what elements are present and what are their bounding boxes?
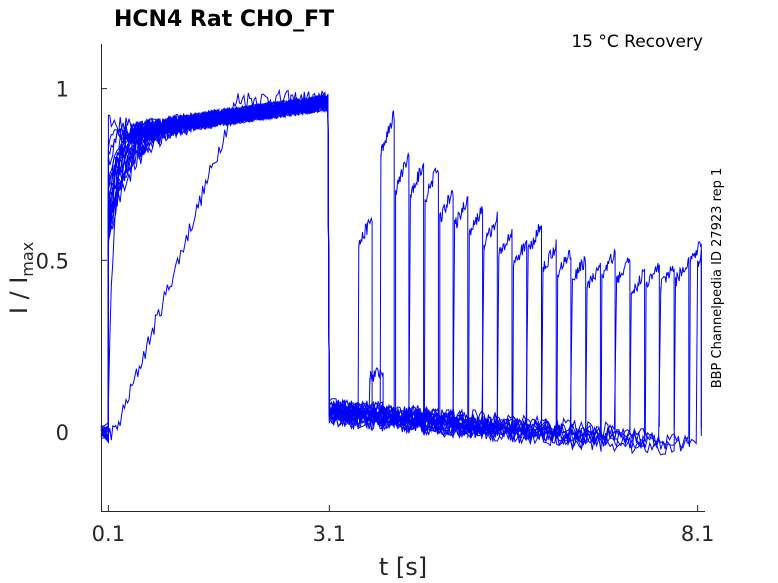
trace-line [100,95,542,445]
y-axis-label-sub: max [18,242,37,277]
x-tick-label: 0.1 [92,522,125,546]
y-tick-label: 0.5 [36,249,69,273]
trace-line [100,94,439,443]
y-tick-label: 0 [56,421,69,445]
svg-text:I / Imax: I / Imax [5,242,37,314]
tick-group: 0.1 3.1 8.1 0 0.5 1 [36,78,715,546]
trace-line [100,94,572,444]
trace-line [100,98,469,440]
trace-line [100,95,513,435]
trace-line [100,98,528,435]
chart-title: HCN4 Rat CHO_FT [114,7,334,32]
x-tick-label: 3.1 [313,522,346,546]
x-axis-label: t [s] [379,553,427,581]
trace-line [100,94,631,437]
condition-label: 15 °C Recovery [571,32,703,52]
side-label: BBP Channelpedia ID 27923 rep 1 [710,168,725,389]
trace-line [100,95,702,452]
x-tick-label: 8.1 [681,522,714,546]
trace-line [100,97,690,456]
y-axis-label-main: I / I [5,277,33,315]
y-axis-label: I / Imax [5,242,37,314]
trace-line [100,94,601,446]
trace-line [100,97,454,436]
trace-line [100,94,675,450]
trace-line [100,95,702,450]
trace-group [100,88,702,456]
y-tick-label: 1 [56,78,69,102]
axes [101,44,705,512]
